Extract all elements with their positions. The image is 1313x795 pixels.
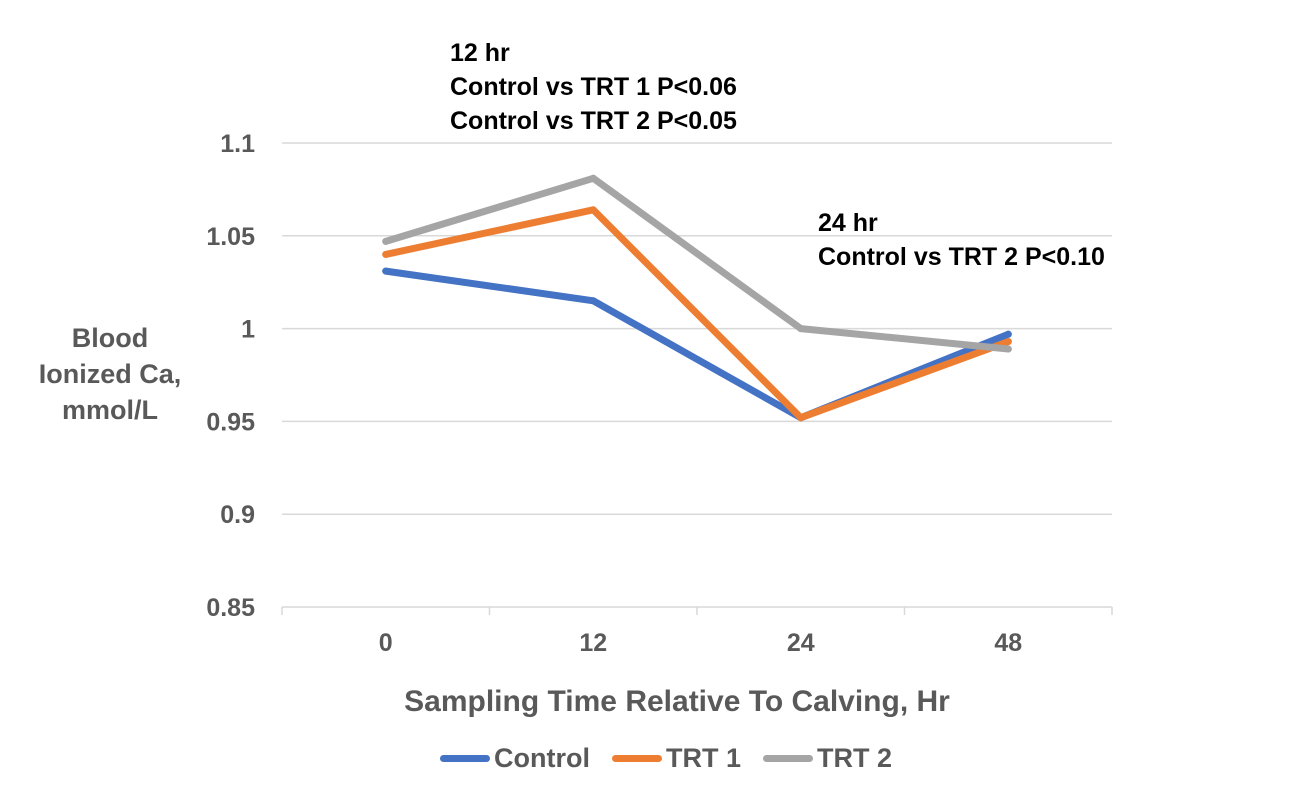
y-tick-label: 0.85 xyxy=(206,594,255,622)
data-point-trt1 xyxy=(797,414,805,422)
annotation-line: Control vs TRT 2 P<0.10 xyxy=(818,243,1105,271)
legend-swatch-trt2 xyxy=(763,754,813,762)
x-tick-label: 48 xyxy=(994,629,1022,657)
x-tick-label: 12 xyxy=(579,629,607,657)
series-line-trt2 xyxy=(382,174,1012,353)
legend-item-trt1: TRT 1 xyxy=(611,742,741,774)
x-tick-label: 0 xyxy=(379,629,393,657)
annotation-line: Control vs TRT 1 P<0.06 xyxy=(450,73,737,101)
data-point-trt2 xyxy=(382,237,390,245)
data-point-control xyxy=(589,297,597,305)
legend-item-trt2: TRT 2 xyxy=(763,743,892,774)
data-point-control xyxy=(1004,330,1012,338)
data-point-trt2 xyxy=(589,174,597,182)
series-line-control xyxy=(382,267,1012,422)
legend-item-control: Control xyxy=(440,743,590,774)
legend-label-trt2: TRT 2 xyxy=(817,742,893,773)
y-axis-label-line: Ionized Ca, xyxy=(38,359,182,389)
legend-label-trt1: TRT 1 xyxy=(665,742,741,773)
legend-label-control: Control xyxy=(494,742,590,773)
legend-swatch-control xyxy=(440,754,490,762)
legend-swatch-trt1 xyxy=(611,754,662,762)
annotation-12hr: 12 hr Control vs TRT 1 P<0.06 Control vs… xyxy=(450,36,737,138)
legend: Control TRT 1 TRT 2 xyxy=(440,740,914,776)
y-axis-label-line: mmol/L xyxy=(61,395,158,425)
x-axis-label: Sampling Time Relative To Calving, Hr xyxy=(404,685,950,718)
y-tick-label: 1.05 xyxy=(206,223,255,251)
data-point-trt2 xyxy=(797,325,805,333)
x-tick-label: 24 xyxy=(787,629,815,657)
data-point-control xyxy=(382,267,390,275)
y-tick-label: 1 xyxy=(241,316,255,344)
y-axis-label: Blood Ionized Ca, mmol/L xyxy=(20,320,200,428)
annotation-line: Control vs TRT 2 P<0.05 xyxy=(450,107,737,135)
annotation-24hr: 24 hr Control vs TRT 2 P<0.10 xyxy=(818,206,1105,274)
y-tick-label: 1.1 xyxy=(220,130,255,158)
y-axis-label-line: Blood xyxy=(71,323,149,353)
data-point-trt1 xyxy=(589,206,597,214)
y-tick-label: 0.9 xyxy=(220,501,255,529)
data-point-trt1 xyxy=(382,250,390,258)
data-point-trt1 xyxy=(1004,338,1012,346)
annotation-line: 12 hr xyxy=(450,39,510,67)
y-tick-label: 0.95 xyxy=(206,408,255,436)
series-line-trt1 xyxy=(382,206,1012,422)
data-point-trt2 xyxy=(1004,345,1012,353)
annotation-line: 24 hr xyxy=(818,209,878,237)
